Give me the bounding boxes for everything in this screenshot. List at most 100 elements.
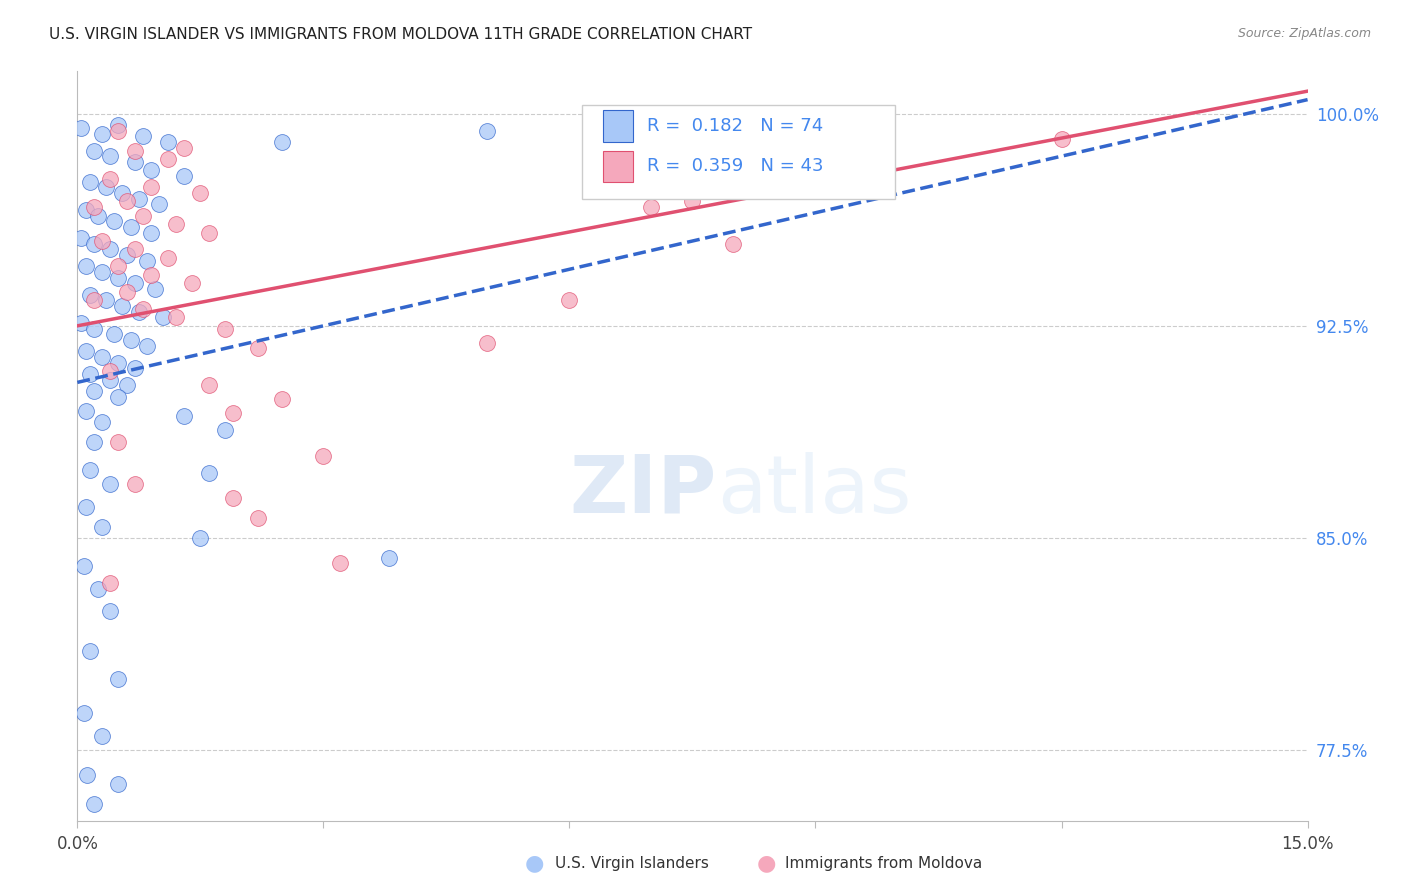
Point <box>136 253 159 268</box>
Point <box>329 557 352 571</box>
Point <box>94 293 117 308</box>
Point <box>83 144 105 158</box>
Point <box>132 209 155 223</box>
Point <box>246 342 269 356</box>
Point <box>156 251 179 265</box>
Point <box>73 706 96 721</box>
Point <box>87 582 110 596</box>
Point <box>165 310 187 325</box>
Point <box>87 209 110 223</box>
Point <box>124 154 146 169</box>
Point <box>222 407 245 421</box>
Point <box>83 384 105 398</box>
Bar <box>603 110 634 142</box>
Point <box>165 217 187 231</box>
Point <box>98 477 121 491</box>
Point <box>73 559 96 574</box>
Point <box>1050 132 1073 146</box>
Point <box>115 248 138 262</box>
Point <box>132 301 155 316</box>
Point <box>90 234 114 248</box>
Point <box>115 194 138 209</box>
Point <box>98 576 121 591</box>
Point <box>143 282 166 296</box>
Text: R =  0.182   N = 74: R = 0.182 N = 74 <box>647 117 823 135</box>
Point <box>107 124 129 138</box>
Point <box>124 144 146 158</box>
Point <box>115 378 138 392</box>
Point <box>79 463 101 477</box>
Point <box>98 149 121 163</box>
Point <box>128 304 150 318</box>
Point <box>477 335 499 350</box>
Point <box>70 120 93 135</box>
Point <box>90 127 114 141</box>
Point <box>141 163 163 178</box>
Point <box>214 424 236 438</box>
Point <box>75 202 97 217</box>
Text: ●: ● <box>756 854 776 873</box>
Point <box>124 361 146 376</box>
Point <box>107 355 129 369</box>
Point <box>173 169 195 183</box>
Point <box>107 270 129 285</box>
Point <box>79 367 101 381</box>
Point <box>79 287 101 301</box>
Point <box>107 390 129 404</box>
Point <box>141 268 163 282</box>
Point <box>156 135 179 149</box>
Text: ZIP: ZIP <box>569 452 717 530</box>
Point <box>599 180 621 194</box>
Point <box>98 604 121 618</box>
Point <box>103 327 125 342</box>
Point <box>640 200 662 214</box>
Point <box>148 197 170 211</box>
Point <box>90 729 114 743</box>
Point <box>222 491 245 506</box>
Point <box>120 219 142 234</box>
Point <box>90 265 114 279</box>
Text: ●: ● <box>524 854 544 873</box>
Point <box>70 231 93 245</box>
Point <box>90 350 114 364</box>
Point <box>124 277 146 291</box>
Point <box>188 186 212 200</box>
Point <box>136 338 159 352</box>
Point <box>94 180 117 194</box>
Point <box>271 135 294 149</box>
Point <box>181 277 204 291</box>
Point <box>83 293 105 308</box>
Point <box>107 434 129 449</box>
Point <box>214 321 236 335</box>
Point <box>271 392 294 407</box>
Point <box>477 124 499 138</box>
Point <box>107 673 129 687</box>
Point <box>558 293 581 308</box>
Point <box>378 550 401 565</box>
Bar <box>603 151 634 182</box>
Point <box>76 768 98 782</box>
Point <box>124 477 146 491</box>
Point <box>79 175 101 189</box>
Point <box>197 226 219 240</box>
Point <box>75 500 97 514</box>
Point <box>70 316 93 330</box>
Text: Source: ZipAtlas.com: Source: ZipAtlas.com <box>1237 27 1371 40</box>
Point <box>197 466 219 480</box>
Point <box>197 378 219 392</box>
Point <box>120 333 142 347</box>
Point <box>128 192 150 206</box>
Point <box>152 310 174 325</box>
Point <box>107 777 129 791</box>
Point <box>83 200 105 214</box>
Point <box>312 449 335 463</box>
Point <box>107 118 129 132</box>
Point <box>75 403 97 417</box>
Point <box>98 243 121 257</box>
Point <box>75 260 97 274</box>
Point <box>682 194 704 209</box>
Text: atlas: atlas <box>717 452 911 530</box>
Point <box>132 129 155 144</box>
Point <box>115 285 138 299</box>
Point <box>98 364 121 378</box>
